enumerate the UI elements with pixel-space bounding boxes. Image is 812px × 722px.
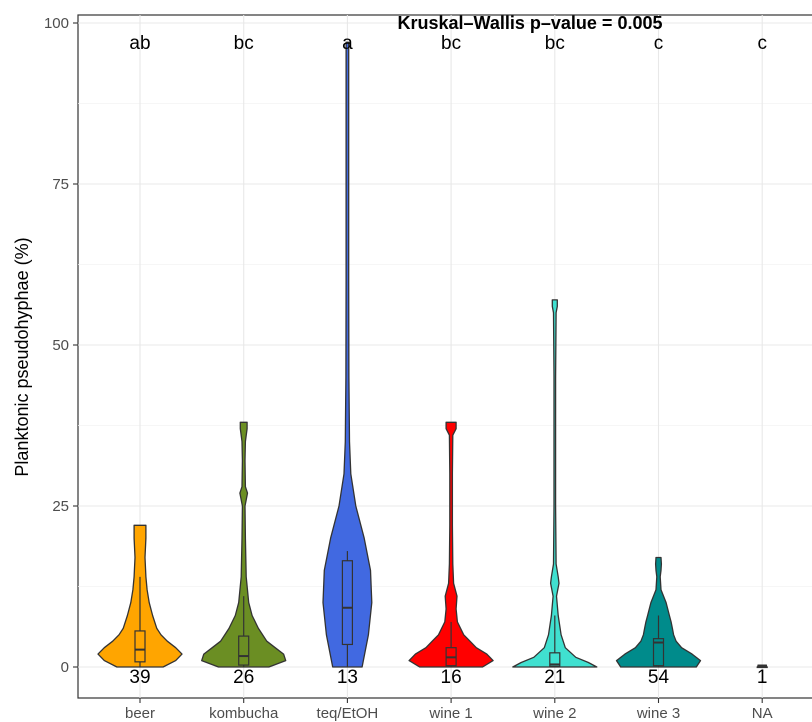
violin-wine-2 (512, 299, 598, 668)
violin-teq-etoh (322, 41, 373, 668)
significance-letter: ab (129, 33, 150, 54)
x-tick-label: kombucha (209, 705, 279, 722)
box-iqr (134, 630, 146, 663)
y-axis: 0 25 50 75 100 (44, 15, 78, 676)
box-iqr (652, 638, 665, 667)
y-tick-label: 50 (52, 337, 69, 354)
sample-count: 21 (544, 667, 565, 688)
sample-count: 26 (233, 667, 254, 688)
x-axis: beer kombucha teq/EtOH wine 1 wine 2 wine 3 NA (125, 698, 773, 722)
y-tick-label: 75 (52, 176, 69, 193)
x-tick-label: beer (125, 705, 155, 722)
sample-count: 54 (648, 667, 670, 688)
significance-letter: bc (545, 33, 565, 54)
x-tick-label: wine 3 (636, 705, 680, 722)
y-axis-label: Planktonic pseudohyphae (%) (12, 237, 32, 476)
sample-counts: 39 26 13 16 21 54 1 (129, 667, 767, 688)
sample-count: 13 (337, 667, 358, 688)
x-tick-label: wine 1 (428, 705, 472, 722)
box-iqr (238, 635, 250, 666)
significance-letters: ab bc a bc bc c c (129, 33, 767, 54)
sample-count: 39 (129, 667, 150, 688)
y-tick-label: 25 (52, 498, 69, 515)
significance-letter: bc (441, 33, 461, 54)
significance-letter: bc (234, 33, 254, 54)
violin-kombucha (201, 421, 287, 668)
box-iqr (549, 652, 561, 667)
plot-panel (77, 14, 812, 699)
y-tick-label: 0 (61, 659, 69, 676)
significance-letter: a (342, 33, 353, 54)
significance-letter: c (757, 33, 767, 54)
boxplots (134, 551, 768, 669)
sample-count: 16 (441, 667, 462, 688)
sample-count: 1 (757, 667, 768, 688)
x-tick-label: teq/EtOH (317, 705, 379, 722)
box-iqr (341, 560, 353, 646)
chart-title: Kruskal–Wallis p–value = 0.005 (398, 13, 663, 33)
significance-letter: c (654, 33, 664, 54)
y-tick-label: 100 (44, 15, 69, 32)
violin-wine-1 (408, 421, 494, 668)
violin-wine-3 (615, 556, 702, 668)
x-tick-label: NA (752, 705, 773, 722)
x-tick-label: wine 2 (532, 705, 576, 722)
